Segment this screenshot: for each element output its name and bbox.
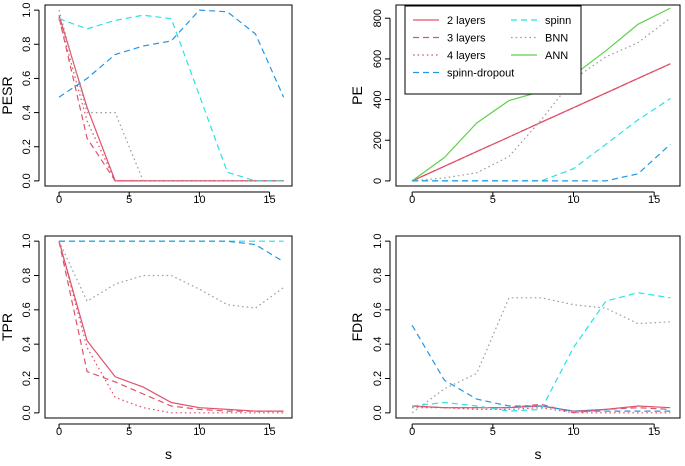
x-tick-label: 10 [567, 194, 579, 206]
series-line-4-layers [58, 241, 284, 414]
y-axis-title: FDR [349, 313, 365, 342]
x-tick-label: 15 [263, 194, 275, 206]
x-tick-label: 10 [567, 426, 579, 438]
legend: 2 layers 3 layers 4 layers spinn-dropout spi… [404, 5, 582, 95]
legend-label-4-layers: 4 layers [447, 50, 486, 62]
y-tick-label: 0.6 [21, 302, 33, 317]
x-tick-label: 0 [409, 426, 415, 438]
x-tick-label: 5 [490, 194, 496, 206]
y-tick-label: 0.2 [372, 371, 384, 386]
x-axis-title: s [535, 446, 542, 462]
x-tick-label: 10 [193, 426, 205, 438]
y-axis-title: PESR [0, 76, 15, 114]
y-tick-label: 400 [372, 90, 384, 108]
legend-label-spinn-dropout: spinn-dropout [447, 68, 514, 80]
y-tick-label: 0.4 [21, 337, 33, 352]
y-tick-label: 0.4 [21, 105, 33, 120]
x-axis-title: s [165, 446, 172, 462]
y-tick-label: 0.0 [21, 173, 33, 188]
y-tick-label: 0.6 [21, 71, 33, 86]
y-tick-label: 1.0 [21, 2, 33, 17]
y-tick-label: 1.0 [372, 234, 384, 249]
x-tick-label: 15 [263, 426, 275, 438]
legend-box [404, 5, 582, 95]
y-tick-label: 0.2 [21, 139, 33, 154]
legend-label-bnn: BNN [545, 33, 568, 45]
panel-tpr: 0 5 10 15 0.0 0.2 0.4 0.6 0.8 1.0 TPR s [0, 234, 293, 462]
series-line-4-layers [58, 18, 284, 182]
legend-label-3-layers: 3 layers [447, 33, 486, 45]
series-line-2-layers [58, 241, 284, 412]
x-tick-label: 5 [490, 426, 496, 438]
series-line-spinn-dropout [58, 9, 285, 98]
y-tick-label: 0 [372, 178, 384, 184]
series-line-bnn [411, 297, 671, 414]
y-axis-title: TPR [0, 313, 15, 341]
plot-frame [44, 235, 293, 419]
x-tick-label: 5 [126, 194, 132, 206]
series-line-bnn [58, 240, 284, 309]
series-line-spinn-dropout [411, 324, 671, 412]
legend-label-2-layers: 2 layers [447, 15, 486, 27]
y-tick-label: 0.0 [21, 405, 33, 420]
y-tick-label: 200 [372, 131, 384, 149]
plot-frame [395, 235, 681, 419]
x-tick-label: 0 [56, 194, 62, 206]
panel-pesr: 0 5 10 15 0.0 0.2 0.4 0.6 0.8 1.0 PESR [0, 2, 293, 206]
series-line-spinn-dropout [412, 143, 671, 182]
x-tick-label: 15 [648, 426, 660, 438]
series-line-bnn [58, 9, 284, 182]
series-line-4-layers [411, 63, 671, 182]
y-tick-label: 600 [372, 50, 384, 68]
series-line-spinn [412, 98, 671, 182]
panel-pe: 0 5 10 15 0 200 400 600 800 PE 2 layers 3 layers 4 l… [349, 4, 681, 206]
y-tick-label: 1.0 [21, 234, 33, 249]
panel-fdr: 0 5 10 15 0.0 0.2 0.4 0.6 0.8 1.0 FDR s [349, 234, 681, 462]
legend-label-spinn: spinn [545, 15, 571, 27]
series-line-3-layers [412, 403, 671, 414]
series-line-3-layers [411, 63, 671, 182]
y-axis-title: PE [349, 86, 365, 105]
y-tick-label: 0.4 [372, 337, 384, 352]
series-line-3-layers [58, 241, 284, 412]
series-line-4-layers [412, 407, 671, 414]
series-line-3-layers [58, 16, 284, 182]
y-tick-label: 0.2 [21, 371, 33, 386]
series-line-spinn [58, 14, 284, 182]
y-tick-label: 0.8 [21, 37, 33, 52]
plot-frame [395, 4, 681, 187]
plot-frame [44, 4, 293, 187]
series-line-spinn [412, 292, 671, 412]
x-tick-label: 5 [126, 426, 132, 438]
y-tick-label: 0.6 [372, 302, 384, 317]
legend-label-ann: ANN [545, 50, 568, 62]
x-tick-label: 0 [56, 426, 62, 438]
x-tick-label: 0 [409, 194, 415, 206]
y-tick-label: 0.8 [372, 268, 384, 283]
series-line-2-layers [58, 15, 284, 182]
y-tick-label: 0.8 [21, 268, 33, 283]
x-tick-label: 15 [648, 194, 660, 206]
y-tick-label: 800 [372, 9, 384, 27]
x-tick-label: 10 [193, 194, 205, 206]
series-line-spinn-dropout [59, 240, 284, 263]
y-tick-label: 0.0 [372, 405, 384, 420]
